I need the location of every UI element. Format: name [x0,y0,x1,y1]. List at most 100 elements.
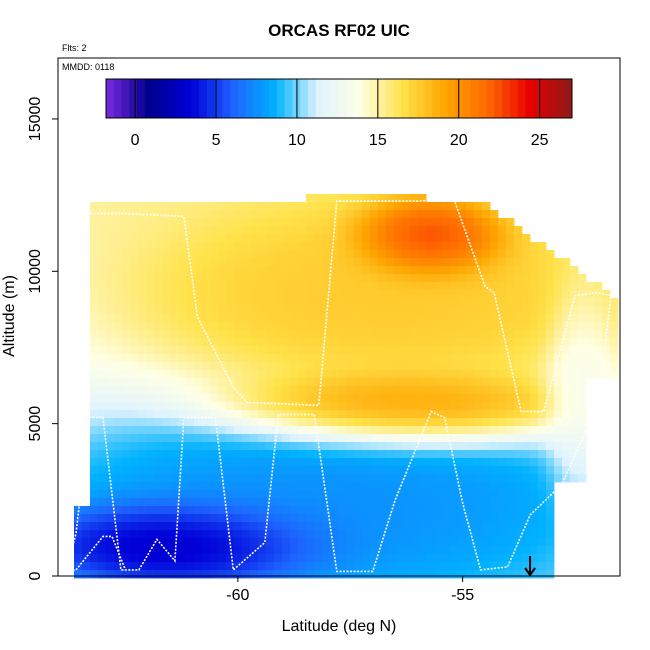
heatmap-cell [154,386,163,395]
heatmap-cell [138,450,147,459]
heatmap-cell [362,354,371,363]
heatmap-cell [594,322,603,331]
heatmap-cell [362,546,371,555]
heatmap-cell [130,450,139,459]
heatmap-cell [210,522,219,531]
heatmap-cell [554,290,563,299]
heatmap-cell [258,226,267,235]
heatmap-cell [474,562,483,571]
heatmap-cell [146,234,155,243]
heatmap-cell [314,218,323,227]
heatmap-cell [394,402,403,411]
heatmap-cell [602,306,611,315]
heatmap-cell [186,250,195,259]
heatmap-cell [410,458,419,467]
heatmap-cell [226,418,235,427]
heatmap-cell [122,354,131,363]
heatmap-cell [90,258,99,267]
heatmap-cell [554,394,563,403]
heatmap-cell [138,242,147,251]
heatmap-cell [394,498,403,507]
heatmap-cell [298,370,307,379]
heatmap-cell [338,530,347,539]
heatmap-cell [442,466,451,475]
heatmap-cell [202,226,211,235]
heatmap-cell [106,450,115,459]
heatmap-cell [482,546,491,555]
heatmap-cell [226,434,235,443]
heatmap-cell [306,562,315,571]
heatmap-cell [314,402,323,411]
heatmap-cell [154,530,163,539]
heatmap-cell [154,410,163,419]
heatmap-cell [482,266,491,275]
heatmap-cell [378,530,387,539]
heatmap-cell [226,290,235,299]
heatmap-cell [522,522,531,531]
heatmap-cell [354,250,363,259]
heatmap-cell [466,378,475,387]
heatmap-cell [546,442,555,451]
heatmap-cell [218,378,227,387]
heatmap-cell [498,338,507,347]
heatmap-cell [442,234,451,243]
heatmap-cell [378,202,387,211]
heatmap-cell [170,498,179,507]
heatmap-cell [282,482,291,491]
heatmap-cell [394,442,403,451]
heatmap-cell [186,394,195,403]
heatmap-cell [114,514,123,523]
heatmap-cell [290,306,299,315]
heatmap-cell [538,410,547,419]
heatmap-cell [162,498,171,507]
heatmap-cell [242,474,251,483]
heatmap-cell [82,562,91,571]
heatmap-cell [258,386,267,395]
heatmap-cell [314,530,323,539]
heatmap-cell [546,554,555,563]
heatmap-cell [330,314,339,323]
heatmap-cell [482,570,491,579]
heatmap-cell [474,498,483,507]
heatmap-cell [458,562,467,571]
heatmap-cell [362,394,371,403]
heatmap-cell [578,298,587,307]
heatmap-cell [162,562,171,571]
heatmap-cell [234,522,243,531]
heatmap-cell [90,202,99,211]
heatmap-cell [482,530,491,539]
heatmap-cell [186,306,195,315]
heatmap-cell [178,290,187,299]
heatmap-cell [266,250,275,259]
heatmap-cell [346,290,355,299]
heatmap-cell [370,346,379,355]
heatmap-cell [210,490,219,499]
heatmap-cell [330,234,339,243]
heatmap-cell [178,490,187,499]
heatmap-cell [138,522,147,531]
heatmap-cell [474,386,483,395]
heatmap-cell [154,522,163,531]
heatmap-cell [538,426,547,435]
heatmap-cell [114,234,123,243]
heatmap-cell [506,466,515,475]
heatmap-cell [570,394,579,403]
heatmap-cell [466,306,475,315]
chart-title: ORCAS RF02 UIC [268,21,410,40]
heatmap-cell [250,362,259,371]
heatmap-cell [90,474,99,483]
heatmap-cell [162,330,171,339]
heatmap-cell [570,434,579,443]
heatmap-cell [290,290,299,299]
heatmap-cell [530,554,539,563]
heatmap-cell [362,218,371,227]
heatmap-cell [234,282,243,291]
heatmap-cell [338,386,347,395]
colorbar-segment [144,79,154,118]
colorbar: 0 5 10 15 20 25 [105,78,573,149]
heatmap-cell [434,514,443,523]
heatmap-cell [426,354,435,363]
heatmap-cell [442,362,451,371]
heatmap-cell [466,474,475,483]
